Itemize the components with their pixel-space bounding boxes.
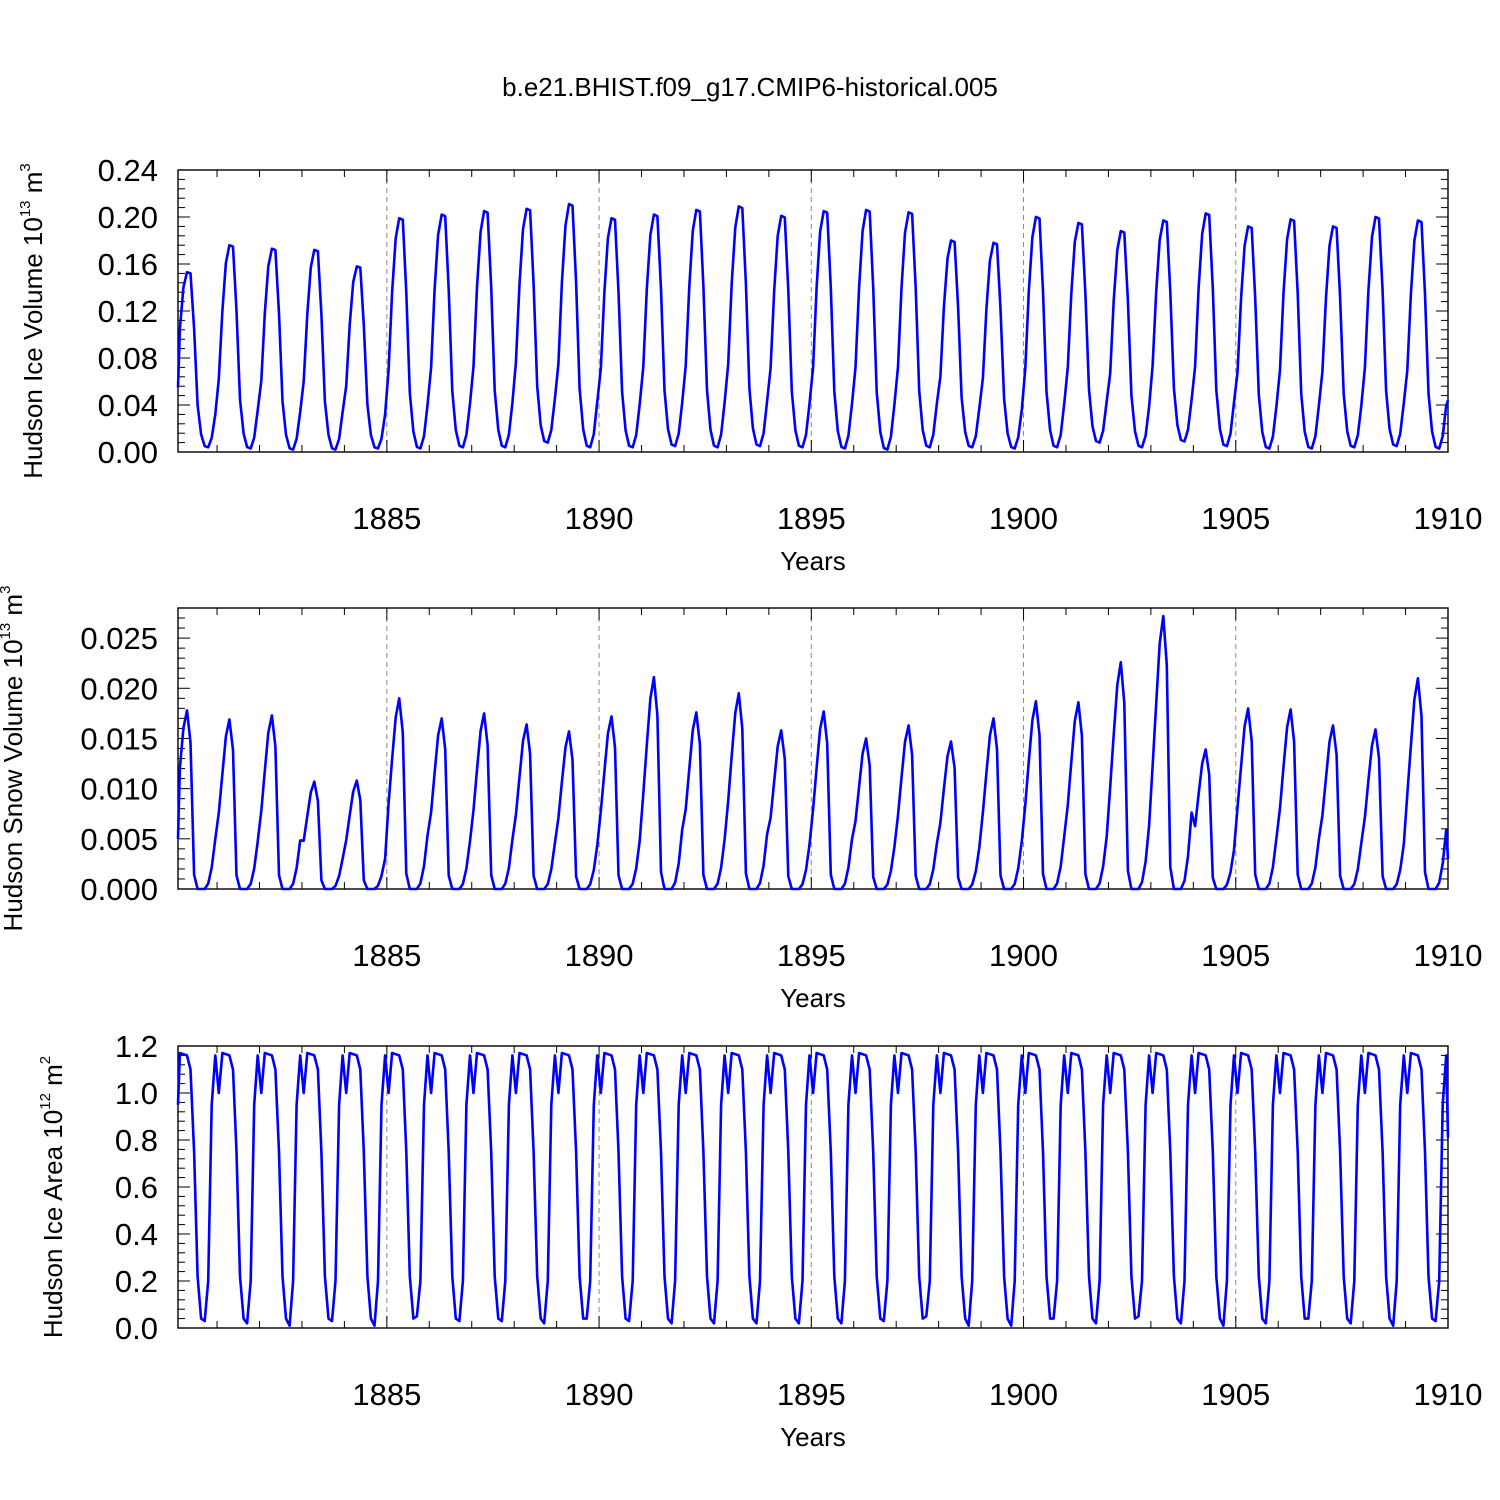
y-axis-title: Hudson Snow Volume 1013 m3: [0, 586, 28, 932]
y-tick-label: 0.20: [98, 200, 158, 235]
x-tick-label-1900: 1900: [989, 938, 1058, 973]
x-tick-label-1885: 1885: [352, 938, 421, 973]
x-tick-label-1890: 1890: [565, 501, 634, 536]
y-tick-label: 0.010: [80, 772, 158, 807]
y-tick-label: 0.12: [98, 294, 158, 329]
series-line-hudson-ice-area: [176, 1051, 1450, 1327]
chart-panel-1: 0.00 0.04 0.08 0.12 0.16 0.20 0.24 1885 1890 1895…: [17, 153, 1482, 576]
x-tick-label-1890: 1890: [565, 938, 634, 973]
y-tick-label: 0.4: [115, 1217, 158, 1252]
x-tick-label-1900: 1900: [989, 1377, 1058, 1412]
x-tick-label-1905: 1905: [1201, 1377, 1270, 1412]
x-tick-label-1885: 1885: [352, 501, 421, 536]
x-tick-label-1905: 1905: [1201, 938, 1270, 973]
x-tick-label-1895: 1895: [777, 938, 846, 973]
x-tick-label-1905: 1905: [1201, 501, 1270, 536]
y-tick-label: 0.04: [98, 388, 158, 423]
series-line-hudson-snow-volume: [176, 614, 1450, 891]
x-axis-title: Years: [780, 1422, 846, 1452]
x-tick-label-1895: 1895: [777, 1377, 846, 1412]
x-tick-label-1910: 1910: [1414, 501, 1483, 536]
y-tick-label: 0.000: [80, 872, 158, 907]
y-tick-label: 0.08: [98, 341, 158, 376]
y-tick-label: 0.8: [115, 1123, 158, 1158]
chart-panel-3: 0.0 0.2 0.4 0.6 0.8 1.0 1.2 1885 1890 1895 1900 190…: [37, 1029, 1482, 1452]
x-tick-label-1895: 1895: [777, 501, 846, 536]
x-tick-label-1885: 1885: [352, 1377, 421, 1412]
y-tick-label: 0.015: [80, 721, 158, 756]
y-tick-label: 0.025: [80, 621, 158, 656]
series-line-hudson-ice-volume: [176, 202, 1450, 451]
y-axis-title: Hudson Ice Volume 1013 m3: [17, 163, 48, 479]
plot-frame: [177, 607, 1449, 890]
y-tick-label: 1.0: [115, 1076, 158, 1111]
y-axis-title: Hudson Ice Area 1012 m2: [37, 1056, 68, 1338]
y-tick-label: 0.16: [98, 247, 158, 282]
y-tick-label: 0.6: [115, 1170, 158, 1205]
x-tick-label-1910: 1910: [1414, 1377, 1483, 1412]
y-tick-label: 0.2: [115, 1264, 158, 1299]
x-axis-title: Years: [780, 546, 846, 576]
y-tick-label: 1.2: [115, 1029, 158, 1064]
x-tick-label-1910: 1910: [1414, 938, 1483, 973]
chart-panel-2: 0.000 0.005 0.010 0.015 0.020 0.025 1885 1890 18…: [0, 586, 1482, 1013]
y-tick-label: 0.020: [80, 671, 158, 706]
x-tick-label-1900: 1900: [989, 501, 1058, 536]
x-axis-title: Years: [780, 983, 846, 1013]
y-tick-label: 0.00: [98, 435, 158, 470]
y-tick-label: 0.24: [98, 153, 158, 188]
y-tick-label: 0.005: [80, 822, 158, 857]
x-tick-label-1890: 1890: [565, 1377, 634, 1412]
y-tick-label: 0.0: [115, 1311, 158, 1346]
chart-title: b.e21.BHIST.f09_g17.CMIP6-historical.005: [502, 72, 998, 102]
